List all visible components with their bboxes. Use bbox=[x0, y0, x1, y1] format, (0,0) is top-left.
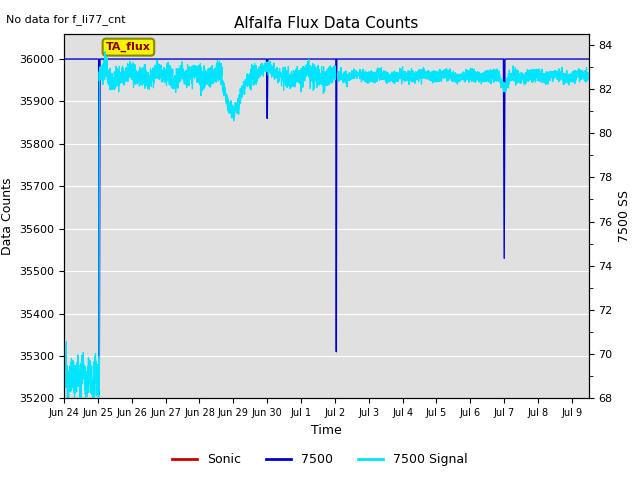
Text: No data for f_li77_cnt: No data for f_li77_cnt bbox=[6, 14, 126, 25]
Title: Alfalfa Flux Data Counts: Alfalfa Flux Data Counts bbox=[234, 16, 419, 31]
Legend: Sonic, 7500, 7500 Signal: Sonic, 7500, 7500 Signal bbox=[167, 448, 473, 471]
Y-axis label: 7500 SS: 7500 SS bbox=[618, 190, 631, 242]
Text: TA_flux: TA_flux bbox=[106, 42, 151, 52]
X-axis label: Time: Time bbox=[311, 424, 342, 437]
Y-axis label: Data Counts: Data Counts bbox=[1, 177, 13, 255]
